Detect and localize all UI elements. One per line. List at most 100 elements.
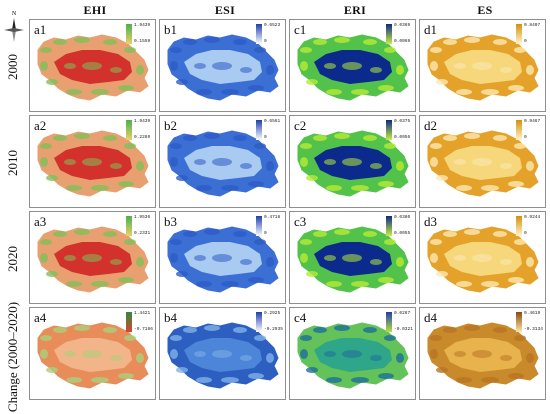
texture-patch [508, 373, 524, 379]
texture-patch [233, 231, 247, 237]
texture-patch [326, 185, 342, 191]
texture-patch [46, 271, 58, 277]
texture-patch [430, 143, 442, 149]
compass-letter: N [12, 11, 17, 17]
texture-patch [40, 335, 52, 341]
legend-colorbar [256, 24, 262, 44]
panel-label-c2: c2 [294, 118, 307, 133]
texture-patch [351, 377, 369, 383]
texture-patch [176, 175, 188, 181]
texture-patch [326, 281, 342, 287]
texture-patch [248, 277, 264, 283]
texture-patch [313, 39, 327, 45]
row-label-2000: 2000 [5, 54, 20, 80]
texture-patch [136, 161, 144, 171]
texture-patch [82, 254, 102, 262]
texture-patch [221, 281, 239, 287]
texture-patch [254, 335, 266, 341]
texture-patch [196, 89, 212, 95]
texture-patch [454, 63, 466, 69]
texture-patch [378, 277, 394, 283]
texture-patch [378, 373, 394, 379]
texture-patch [370, 259, 382, 265]
texture-patch [430, 335, 442, 341]
legend-min-value: 0.1559 [134, 39, 151, 44]
texture-patch [324, 351, 336, 357]
texture-patch [324, 63, 336, 69]
legend-b1: 0.6523 0 [256, 23, 285, 54]
texture-patch [40, 349, 48, 359]
row-label-2010: 2010 [5, 150, 20, 176]
texture-patch [233, 39, 247, 45]
map-panel-b4: b4 0.2925 -0.2935 [159, 307, 286, 400]
legend-min-value: -0.2935 [264, 327, 283, 332]
legend-min-value: -0.0321 [394, 327, 413, 332]
texture-patch [266, 65, 274, 75]
legend-min-value: -0.3134 [524, 327, 543, 332]
texture-patch [64, 63, 76, 69]
texture-patch [300, 61, 308, 71]
texture-patch [342, 254, 362, 262]
panel-label-b4: b4 [164, 310, 177, 325]
legend-colorbar [126, 24, 132, 44]
row-label-change: Change (2000–2020) [5, 301, 20, 413]
texture-patch [326, 377, 342, 383]
legend-min-value: 0 [264, 135, 267, 140]
texture-patch [124, 335, 136, 341]
texture-patch [240, 67, 252, 73]
texture-patch [430, 239, 442, 245]
map-image-a4 [37, 322, 149, 389]
map-panel-a2: a2 1.9439 0.2289 [29, 115, 156, 208]
texture-patch [64, 351, 76, 357]
texture-patch [481, 377, 499, 383]
legend-b4: 0.2925 -0.2935 [256, 311, 285, 342]
texture-patch [118, 373, 134, 379]
texture-patch [300, 157, 308, 167]
texture-patch [436, 271, 448, 277]
texture-patch [170, 253, 178, 263]
map-image-a2 [37, 130, 149, 197]
legend-colorbar [386, 216, 392, 236]
texture-patch [481, 281, 499, 287]
texture-patch [204, 133, 220, 139]
texture-patch [342, 62, 362, 70]
texture-patch [436, 367, 448, 373]
texture-patch [396, 353, 404, 363]
texture-patch [40, 253, 48, 263]
legend-min-value: -0.7186 [134, 327, 153, 332]
texture-patch [194, 255, 206, 261]
legend-colorbar [386, 24, 392, 44]
texture-patch [384, 47, 396, 53]
texture-patch [110, 163, 122, 169]
texture-patch [40, 143, 52, 149]
map-panel-d4: d4 0.4619 -0.3134 [419, 307, 546, 400]
legend-max-value: 0.0380 [394, 215, 411, 220]
texture-patch [363, 135, 377, 141]
texture-patch [363, 231, 377, 237]
legend-max-value: 0.4718 [264, 215, 281, 220]
texture-patch [136, 65, 144, 75]
texture-patch [66, 89, 82, 95]
legend-c2: 0.0375 0.0056 [386, 119, 415, 150]
legend-min-value: 0.0055 [394, 231, 411, 236]
texture-patch [266, 161, 274, 171]
row-label-2020: 2020 [5, 246, 20, 272]
texture-patch [103, 135, 117, 141]
texture-patch [443, 327, 457, 333]
panel-label-d3: d3 [424, 214, 437, 229]
legend-colorbar [516, 120, 522, 140]
texture-patch [46, 175, 58, 181]
texture-patch [91, 89, 109, 95]
texture-patch [196, 185, 212, 191]
texture-patch [124, 47, 136, 53]
legend-c1: 0.0369 0.0069 [386, 23, 415, 54]
texture-patch [170, 157, 178, 167]
texture-patch [248, 373, 264, 379]
texture-patch [334, 133, 350, 139]
map-panel-a4: a4 1.4421 -0.7186 [29, 307, 156, 400]
texture-patch [40, 61, 48, 71]
texture-patch [124, 143, 136, 149]
texture-patch [248, 181, 264, 187]
texture-patch [384, 335, 396, 341]
texture-patch [240, 259, 252, 265]
